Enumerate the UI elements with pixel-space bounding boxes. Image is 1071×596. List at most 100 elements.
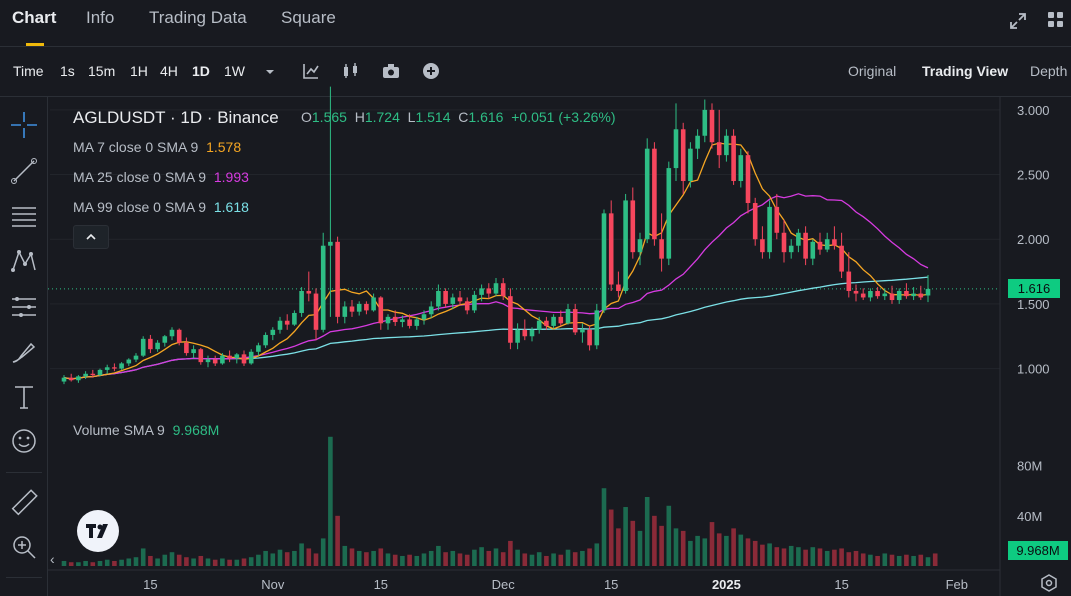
volume-bar: [680, 530, 686, 566]
volume-bar: [580, 550, 585, 566]
volume-bar: [493, 548, 499, 566]
price-axis-label: 2.500: [1017, 168, 1050, 183]
ma25-label: MA 25 close 0 SMA 9: [73, 169, 207, 185]
low-label: L: [407, 109, 416, 125]
tab-trading-data[interactable]: Trading Data: [149, 8, 247, 27]
interval-1s[interactable]: 1s: [60, 63, 75, 79]
trendline-icon[interactable]: [8, 155, 40, 187]
volume-bar: [868, 554, 873, 566]
pattern-icon[interactable]: [8, 245, 40, 277]
emoji-icon[interactable]: [8, 425, 40, 457]
volume-bar: [320, 538, 326, 566]
volume-bar: [148, 555, 153, 566]
candle-body: [824, 239, 830, 250]
candle-body: [925, 288, 931, 296]
add-indicator-icon[interactable]: [422, 62, 440, 80]
time-axis-label: 15: [143, 577, 157, 592]
candle-body: [169, 329, 175, 337]
tab-chart[interactable]: Chart: [12, 8, 57, 27]
chevron-down-icon[interactable]: [264, 68, 276, 76]
fib-icon[interactable]: [8, 201, 40, 233]
collapse-legend-button[interactable]: [73, 225, 109, 249]
interval-1h[interactable]: 1H: [130, 63, 148, 79]
time-axis-label: Feb: [946, 577, 968, 592]
candle-body: [796, 232, 801, 246]
candle-type-icon[interactable]: [341, 62, 361, 80]
candle-body: [450, 297, 456, 304]
candle-body: [320, 245, 326, 330]
view-depth[interactable]: Depth: [1030, 63, 1068, 79]
tab-square[interactable]: Square: [281, 8, 336, 27]
candle-body: [508, 296, 513, 343]
candle-body: [911, 293, 916, 297]
candle-body: [356, 303, 362, 312]
volume-bar: [767, 543, 772, 566]
brush-icon[interactable]: [8, 337, 40, 369]
interval-15m[interactable]: 15m: [88, 63, 116, 79]
view-original[interactable]: Original: [848, 63, 897, 79]
candle-body: [400, 319, 405, 323]
candle-body: [918, 293, 924, 298]
time-axis-label: Nov: [261, 577, 285, 592]
volume-bar: [508, 540, 513, 566]
expand-icon[interactable]: [1008, 11, 1028, 31]
ma7-legend[interactable]: MA 7 close 0 SMA 9 1.578: [73, 139, 241, 155]
candle-body: [774, 206, 780, 233]
volume-bar: [904, 554, 909, 566]
crosshair-icon[interactable]: [8, 109, 40, 141]
candle-body: [644, 148, 650, 240]
camera-icon[interactable]: [382, 63, 400, 79]
drawing-tools-sidebar: [0, 97, 48, 596]
candle-body: [868, 290, 873, 298]
volume-bar: [356, 550, 362, 566]
candle-body: [277, 320, 283, 330]
measure-lines-icon[interactable]: [8, 291, 40, 323]
zoom-icon[interactable]: [8, 531, 40, 563]
interval-1w[interactable]: 1W: [224, 63, 245, 79]
text-icon[interactable]: [8, 381, 40, 413]
last-price-tag: 1.616: [1008, 278, 1060, 298]
volume-bar: [133, 557, 139, 566]
scroll-left-icon[interactable]: ‹: [50, 551, 55, 567]
volume-bar: [817, 548, 823, 566]
candle-body: [702, 109, 708, 136]
candle-body: [464, 301, 470, 311]
candle-body: [882, 293, 888, 297]
candle-body: [140, 338, 146, 356]
volume-bar: [385, 553, 391, 566]
close-label: C: [458, 109, 469, 125]
candle-body: [256, 345, 261, 352]
active-tab-indicator: [26, 43, 44, 46]
candle-body: [414, 319, 420, 326]
volume-bar: [400, 555, 405, 566]
time-axis-label: Dec: [492, 577, 516, 592]
volume-bar: [162, 554, 168, 566]
time-button[interactable]: Time: [13, 63, 44, 79]
volume-legend[interactable]: Volume SMA 9 9.968M: [73, 422, 219, 438]
tradingview-logo[interactable]: [77, 510, 119, 552]
time-axis-label: 15: [374, 577, 388, 592]
candle-body: [378, 297, 384, 324]
candle-body: [184, 342, 189, 354]
interval-1d[interactable]: 1D: [192, 63, 210, 79]
ma25-legend[interactable]: MA 25 close 0 SMA 9 1.993: [73, 169, 249, 185]
candle-body: [385, 316, 391, 324]
candle-body: [745, 155, 751, 204]
candle-body: [760, 239, 765, 253]
interval-4h[interactable]: 4H: [160, 63, 178, 79]
volume-bar: [522, 553, 528, 566]
volume-bar: [666, 505, 672, 566]
candle-body: [205, 359, 211, 363]
layout-grid-icon[interactable]: [1046, 10, 1066, 30]
candle-body: [601, 213, 607, 311]
indicator-icon[interactable]: [302, 62, 320, 80]
volume-bar: [364, 552, 369, 566]
tab-info[interactable]: Info: [86, 8, 115, 27]
ma99-label: MA 99 close 0 SMA 9: [73, 199, 207, 215]
ma99-legend[interactable]: MA 99 close 0 SMA 9 1.618: [73, 199, 249, 215]
volume-bar: [205, 558, 211, 566]
settings-icon[interactable]: [1040, 574, 1058, 592]
view-trading-view[interactable]: Trading View: [922, 63, 1009, 79]
candle-body: [292, 312, 297, 325]
ruler-icon[interactable]: [8, 487, 40, 519]
